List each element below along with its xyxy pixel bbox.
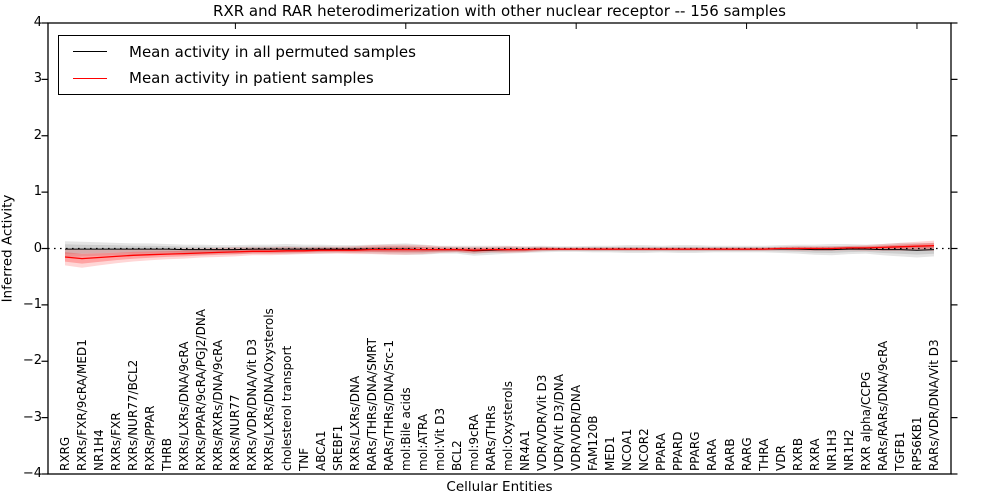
x-tick-label: RARs/THRs/DNA/Src-1 <box>381 340 396 471</box>
x-tick-label: RARs/THRs <box>483 405 498 471</box>
x-tick-label: PPARD <box>671 431 686 472</box>
x-tick-label: NR1H2 <box>841 429 856 471</box>
x-tick-label: BCL2 <box>449 440 464 471</box>
permuted-line-swatch <box>73 51 107 53</box>
x-tick-label: mol:9cRA <box>466 414 481 471</box>
legend-label-patient: Mean activity in patient samples <box>129 69 374 88</box>
x-tick-label: mol:Oxysterols <box>501 381 516 471</box>
x-tick-label: MED1 <box>603 436 618 471</box>
x-tick-label: NR1H4 <box>92 429 107 471</box>
x-tick-label: VDR/VDR/Vit D3 <box>535 374 550 471</box>
x-tick-label: RXRs/VDR/DNA/Vit D3 <box>245 338 260 471</box>
x-tick-label: RXRs/RXRs/DNA/9cRA <box>211 339 226 471</box>
x-tick-label: RARB <box>722 438 737 471</box>
x-tick-label: RARs/VDR/DNA/Vit D3 <box>927 339 941 471</box>
x-tick-label: RXRs/NUR77/BCL2 <box>126 359 141 471</box>
x-tick-label: RXRs/FXR <box>109 412 124 471</box>
x-tick-label: NR1H3 <box>824 429 839 471</box>
x-tick-label: RXRs/LXRs/DNA/9cRA <box>177 341 192 472</box>
x-tick-label: mol:ATRA <box>415 413 430 471</box>
x-tick-label: VDR/VDR/DNA <box>569 384 584 471</box>
x-tick-label: NCOR2 <box>637 428 652 471</box>
chart-title: RXR and RAR heterodimerization with othe… <box>213 2 786 20</box>
y-tick-label: −4 <box>22 466 42 481</box>
x-tick-label: VDR/Vit D3/DNA <box>552 374 567 471</box>
x-tick-label: RXRG <box>58 436 72 471</box>
x-tick-label: RARG <box>739 437 754 471</box>
x-tick-label: TGFB1 <box>892 431 907 471</box>
x-tick-label: RARA <box>705 438 720 471</box>
x-tick-label: RXRs/FXR/9cRA/MED1 <box>75 339 90 471</box>
x-tick-label: RXRA <box>807 438 822 471</box>
x-tick-label: cholesterol transport <box>279 345 294 471</box>
x-tick-label: RPS6KB1 <box>909 416 924 471</box>
x-tick-label: RARs/RARs/DNA/9cRA <box>875 340 890 471</box>
patient-line-swatch <box>73 77 107 79</box>
x-tick-label: RXRs/PPAR <box>143 405 158 471</box>
x-tick-label: NR4A1 <box>518 430 533 471</box>
x-tick-label: ABCA1 <box>313 430 328 471</box>
y-tick-label: −1 <box>22 296 42 312</box>
legend-label-permuted: Mean activity in all permuted samples <box>129 42 416 61</box>
x-tick-label: THRB <box>160 438 175 471</box>
x-tick-label: RXRB <box>790 437 805 471</box>
x-tick-label: RXR alpha/CCPG <box>858 371 873 471</box>
y-tick-label: 0 <box>33 240 42 256</box>
x-tick-label: FAM120B <box>586 415 601 472</box>
x-tick-label: mol:Vit D3 <box>432 407 447 471</box>
legend: Mean activity in all permuted samples Me… <box>58 35 510 95</box>
x-tick-label: TNF <box>296 447 311 471</box>
y-tick-label: −3 <box>22 409 42 425</box>
x-tick-label: RXRs/LXRs/DNA/Oxysterols <box>262 308 277 471</box>
x-tick-label: PPARG <box>688 431 703 471</box>
x-axis-label: Cellular Entities <box>446 479 553 495</box>
x-tick-label: VDR <box>773 445 788 471</box>
x-tick-label: NCOA1 <box>620 428 635 471</box>
y-tick-label: 1 <box>33 184 42 200</box>
y-tick-label: −2 <box>22 353 42 369</box>
y-tick-label: 2 <box>33 127 42 143</box>
x-tick-label: RXRs/PPAR/9cRA/PGJ2/DNA <box>194 309 209 471</box>
x-tick-label: SREBF1 <box>330 424 345 471</box>
x-tick-label: mol:Bile acids <box>398 387 413 471</box>
legend-item-patient: Mean activity in patient samples <box>59 65 509 91</box>
x-tick-label: THRA <box>756 438 771 471</box>
legend-item-permuted: Mean activity in all permuted samples <box>59 39 509 65</box>
x-tick-label: RXRs/LXRs/DNA <box>347 375 362 471</box>
x-tick-label: RXRs/NUR77 <box>228 394 243 471</box>
y-tick-label: 4 <box>33 15 42 30</box>
x-tick-label: RARs/THRs/DNA/SMRT <box>364 338 379 471</box>
y-tick-label: 3 <box>33 71 42 87</box>
x-tick-label: PPARA <box>654 433 669 471</box>
